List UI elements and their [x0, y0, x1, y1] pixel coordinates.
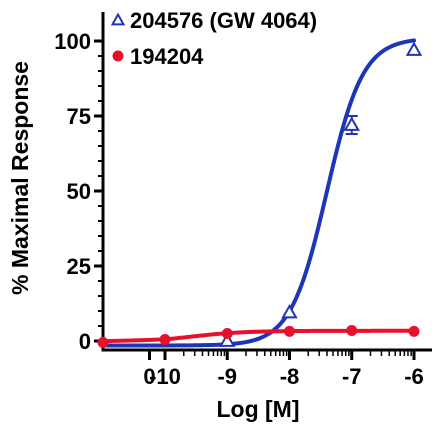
y-tick-label: 50 [67, 179, 91, 204]
series-layer [97, 38, 423, 348]
data-point [219, 332, 236, 347]
data-point [346, 325, 358, 336]
data-point [221, 328, 233, 339]
fit-curve [101, 328, 416, 344]
data-point [343, 116, 360, 131]
series-1 [101, 38, 423, 348]
x-tick-label: -8 [280, 364, 300, 389]
legend-label: 204576 (GW 4064) [130, 8, 317, 33]
y-tick-label: 25 [67, 254, 91, 279]
data-point [159, 334, 171, 345]
axes [94, 12, 432, 360]
data-point [284, 325, 295, 337]
x-axis-title: Log [M] [216, 396, 299, 422]
legend-label: 194204 [130, 44, 204, 69]
y-tick-label: 100 [54, 29, 91, 54]
y-tick-label: 0 [79, 329, 91, 354]
x-tick-label: 0 [143, 364, 155, 389]
x-tick-labels: 0-10 -9 -8 -7 -6 [143, 364, 423, 389]
x-tick-label: -9 [217, 364, 237, 389]
x-tick-label: -6 [404, 364, 424, 389]
legend-item-1: 204576 (GW 4064) [110, 8, 317, 33]
data-point [281, 303, 298, 319]
series-2 [97, 325, 420, 348]
legend: 204576 (GW 4064) 194204 [110, 8, 317, 69]
legend-item-2: 194204 [112, 44, 204, 69]
x-tick-label: -7 [342, 364, 362, 389]
x-tick-label: -10 [149, 364, 181, 389]
fit-curve [101, 38, 416, 348]
data-point [408, 325, 420, 337]
legend-marker [110, 12, 126, 26]
data-point [405, 41, 423, 56]
y-tick-label: 75 [67, 104, 91, 129]
legend-marker [112, 50, 124, 62]
y-axis-title: % Maximal Response [7, 61, 33, 295]
data-point [97, 337, 109, 348]
y-tick-labels: 0 25 50 75 100 [54, 29, 91, 354]
